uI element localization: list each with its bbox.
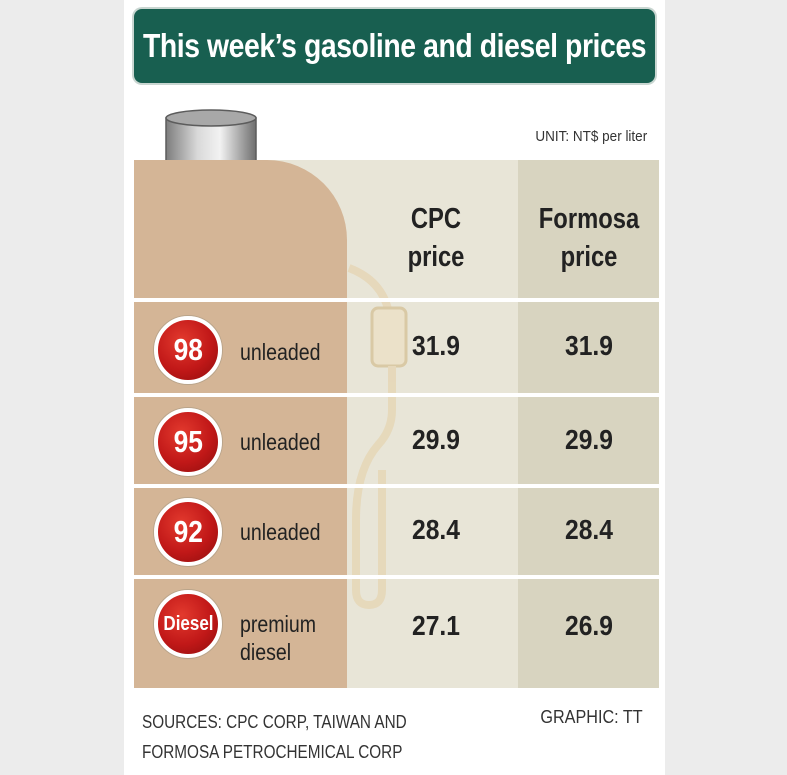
fuel-badge-92: 92 [154, 498, 222, 566]
price-cell: 28.4 [565, 514, 613, 545]
fuel-label-diesel: premium diesel [240, 610, 316, 666]
column-header-formosa-line: price [560, 241, 618, 273]
row-divider [134, 484, 659, 488]
column-header-cpc-line: price [407, 241, 465, 273]
fuel-label-line: unleaded [240, 519, 321, 545]
fuel-badge-label: 92 [173, 514, 203, 549]
sources-note: SOURCES: CPC CORP, TAIWAN AND FORMOSA PE… [142, 707, 407, 767]
row-divider [134, 298, 659, 302]
fuel-badge-diesel: Diesel [154, 590, 222, 658]
sources-line: SOURCES: CPC CORP, TAIWAN AND [142, 712, 407, 732]
fuel-badge-label: 95 [173, 424, 203, 459]
price-cell: 31.9 [412, 330, 460, 361]
fuel-badge-95: 95 [154, 408, 222, 476]
fuel-badge-98: 98 [154, 316, 222, 384]
column-header-formosa: Formosa price [532, 200, 647, 276]
unit-note: UNIT: NT$ per liter [535, 128, 647, 145]
row-divider [134, 575, 659, 579]
fuel-label-92: unleaded [240, 518, 320, 546]
infographic-card: This week’s gasoline and diesel prices [124, 0, 665, 775]
price-cell: 29.9 [412, 424, 460, 455]
formosa-column [518, 160, 659, 688]
fuel-label-line: unleaded [240, 429, 321, 455]
fuel-label-98: unleaded [240, 338, 320, 366]
price-cell: 28.4 [412, 514, 460, 545]
fuel-nozzle-icon [347, 264, 408, 610]
price-cell: 31.9 [565, 330, 613, 361]
fuel-label-line: premium [240, 611, 317, 637]
graphic-credit: GRAPHIC: TT [540, 707, 643, 727]
fuel-label-95: unleaded [240, 428, 320, 456]
price-cell: 27.1 [412, 610, 460, 641]
price-cell: 29.9 [565, 424, 613, 455]
fuel-label-line: unleaded [240, 339, 321, 365]
column-header-formosa-line: Formosa [538, 203, 640, 235]
column-header-cpc-line: CPC [410, 203, 462, 235]
fuel-badge-label: 98 [173, 332, 203, 367]
title-banner: This week’s gasoline and diesel prices [134, 9, 655, 83]
fuel-label-line: diesel [240, 639, 292, 665]
column-header-cpc: CPC price [379, 200, 494, 276]
chart-title: This week’s gasoline and diesel prices [142, 27, 647, 64]
row-divider [134, 393, 659, 397]
fuel-badge-label: Diesel [162, 612, 214, 635]
sources-line: FORMOSA PETROCHEMICAL CORP [142, 742, 403, 762]
price-cell: 26.9 [565, 610, 613, 641]
